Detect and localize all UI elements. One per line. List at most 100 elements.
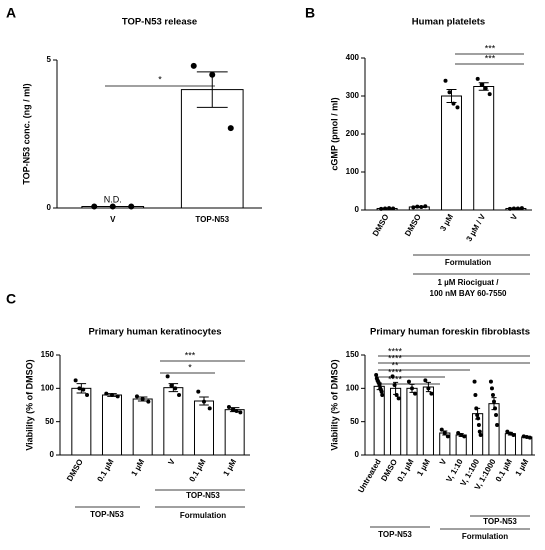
data-point [419, 204, 424, 209]
y-tick-label: 200 [346, 129, 360, 138]
data-point [521, 434, 526, 439]
bar [473, 86, 495, 211]
data-point [379, 206, 384, 211]
bar [224, 409, 245, 456]
data-point [451, 101, 456, 106]
x-tick-label: V [110, 215, 116, 224]
data-point [77, 386, 82, 391]
data-point [475, 76, 480, 81]
data-point [226, 405, 231, 409]
x-tick-label: 0.1 µM [95, 457, 115, 483]
y-tick-label: 400 [346, 53, 360, 62]
y-tick-label: 0 [47, 203, 52, 212]
bar [163, 387, 184, 456]
data-point [493, 406, 498, 411]
data-point [488, 379, 493, 384]
y-tick-label: 300 [346, 91, 360, 100]
data-point [394, 393, 399, 397]
x-tick-label: DMSO [371, 213, 391, 238]
data-point [423, 204, 428, 209]
chart-title: Primary human keratinocytes [88, 327, 221, 338]
y-tick-label: 5 [47, 55, 52, 64]
data-point [476, 423, 481, 427]
bar [406, 387, 418, 456]
data-point [85, 393, 90, 397]
data-point [134, 394, 139, 399]
bar [422, 386, 434, 456]
data-point [489, 386, 494, 391]
x-tick-label: 0.1 µM [395, 457, 415, 483]
data-point [474, 406, 479, 411]
x-tick-label: 0.1 µM [494, 457, 514, 483]
bar [101, 394, 123, 456]
data-point [515, 206, 520, 211]
panel-label: A [6, 5, 16, 21]
annotation: **** [388, 374, 403, 384]
data-point [442, 431, 447, 435]
data-point [447, 90, 452, 95]
data-point [475, 413, 480, 417]
group-label: TOP-N53 [483, 517, 517, 526]
data-point [115, 394, 120, 399]
data-point [410, 386, 414, 391]
data-point [91, 203, 98, 210]
y-tick-label: 150 [346, 350, 360, 359]
annotation: *** [485, 53, 496, 63]
data-point [477, 429, 482, 434]
annotation: **** [388, 346, 403, 356]
data-point [429, 391, 434, 396]
data-point [177, 393, 182, 397]
data-point [379, 389, 384, 394]
data-point [104, 391, 109, 396]
y-axis-label: cGMP (pmol / ml) [329, 97, 339, 170]
data-point [459, 433, 464, 437]
data-point [439, 427, 444, 432]
x-tick-label: 3 µM / V [464, 212, 487, 243]
y-tick-label: 100 [346, 383, 360, 392]
data-point [391, 206, 396, 211]
data-point [140, 397, 145, 401]
chart-title: TOP-N53 release [122, 17, 197, 28]
x-tick-label: V [166, 457, 177, 467]
data-point [383, 206, 388, 211]
annotation: *** [485, 43, 496, 53]
data-point [238, 410, 243, 415]
data-point [508, 431, 513, 436]
group-label: TOP-N53 [378, 530, 412, 539]
data-point [109, 203, 116, 210]
bar [132, 398, 153, 456]
y-tick-label: 0 [50, 450, 55, 459]
group-label: 100 nM BAY 60-7550 [430, 289, 507, 298]
data-point [492, 399, 496, 404]
annotation: N.D. [104, 194, 122, 204]
data-point [426, 386, 431, 391]
x-tick-label: TOP-N53 [195, 215, 229, 224]
data-point [495, 423, 500, 427]
data-point [207, 406, 212, 411]
y-tick-label: 100 [41, 383, 55, 392]
data-point [456, 431, 461, 435]
data-point [202, 399, 206, 404]
y-tick-label: 100 [346, 167, 360, 176]
y-axis-label: Viability (% of DMSO) [24, 359, 34, 450]
data-point [507, 206, 512, 211]
data-point [483, 86, 488, 91]
data-point [462, 434, 467, 439]
y-tick-label: 0 [355, 205, 360, 214]
y-tick-label: 0 [355, 450, 360, 459]
data-point [209, 71, 216, 78]
data-point [196, 389, 201, 394]
data-point [387, 206, 392, 211]
group-label: TOP-N53 [90, 510, 124, 519]
data-point [128, 203, 135, 210]
data-point [455, 105, 460, 110]
group-label: Formulation [462, 532, 508, 541]
group-label: TOP-N53 [186, 491, 220, 500]
x-tick-label: 1 µM [129, 457, 146, 477]
data-point [411, 205, 416, 210]
data-point [406, 379, 411, 384]
annotation: **** [388, 353, 403, 363]
bar [488, 403, 500, 456]
data-point [479, 82, 484, 87]
